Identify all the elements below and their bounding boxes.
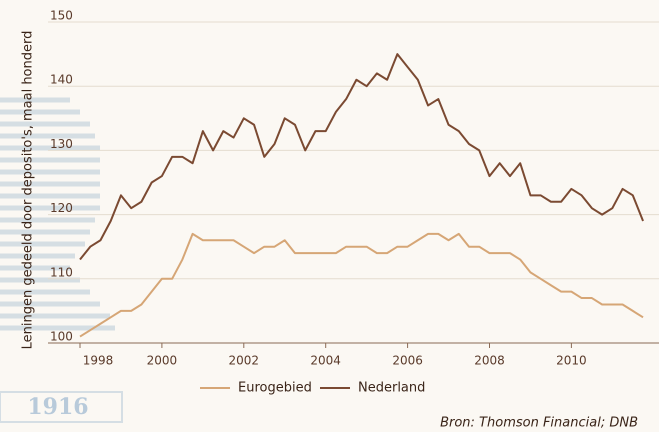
logo-text: 1916 bbox=[27, 394, 88, 420]
series-line bbox=[80, 234, 643, 337]
x-tick-label: 2002 bbox=[229, 354, 260, 368]
chart: 1916 Leningen gedeeld door deposito's, m… bbox=[0, 0, 659, 432]
source: Bron: Thomson Financial; DNB bbox=[440, 416, 638, 431]
y-tick-label: 130 bbox=[50, 137, 73, 151]
x-tick-label: 2006 bbox=[392, 354, 423, 368]
series-line bbox=[80, 54, 643, 259]
y-tick-label: 150 bbox=[50, 9, 73, 23]
x-tick-label: 2008 bbox=[474, 354, 505, 368]
legend-label: Nederland bbox=[358, 381, 425, 396]
y-tick-label: 110 bbox=[50, 265, 73, 279]
y-tick-label: 100 bbox=[50, 330, 73, 344]
x-tick-label: 2000 bbox=[147, 354, 178, 368]
y-tick-label: 140 bbox=[50, 73, 73, 87]
y-axis-label: Leningen gedeeld door deposito's, maal h… bbox=[21, 31, 36, 350]
x-tick-label: 2004 bbox=[310, 354, 341, 368]
y-tick-label: 120 bbox=[50, 201, 73, 215]
x-tick-label: 1998 bbox=[83, 354, 114, 368]
x-tick-label: 2010 bbox=[556, 354, 587, 368]
legend-label: Eurogebied bbox=[238, 381, 312, 396]
